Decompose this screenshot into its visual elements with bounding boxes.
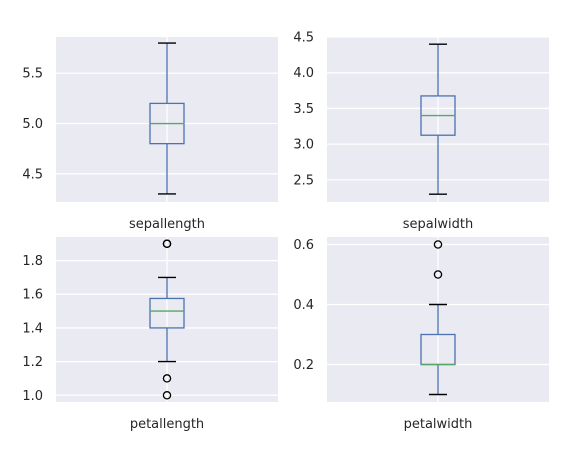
x-category-label: sepallength [129,217,205,232]
x-category-label: petalwidth [404,417,473,432]
y-tick-label: 4.5 [22,167,43,182]
y-tick-label: 3.5 [293,102,314,117]
y-tick-label: 4.0 [293,66,314,81]
y-tick-label: 0.2 [293,358,314,373]
y-tick-label: 1.4 [22,321,43,336]
y-tick-label: 1.0 [22,389,43,404]
y-tick-label: 3.0 [293,138,314,153]
x-category-label: petallength [130,417,204,432]
y-tick-label: 1.6 [22,288,43,303]
y-tick-label: 5.0 [22,117,43,132]
x-category-label: sepalwidth [403,217,473,232]
y-tick-label: 0.6 [293,238,314,253]
y-tick-label: 4.5 [293,31,314,46]
y-tick-label: 2.5 [293,173,314,188]
y-tick-label: 1.8 [22,254,43,269]
y-tick-label: 1.2 [22,355,43,370]
y-tick-label: 5.5 [22,67,43,82]
y-tick-label: 0.4 [293,298,314,313]
